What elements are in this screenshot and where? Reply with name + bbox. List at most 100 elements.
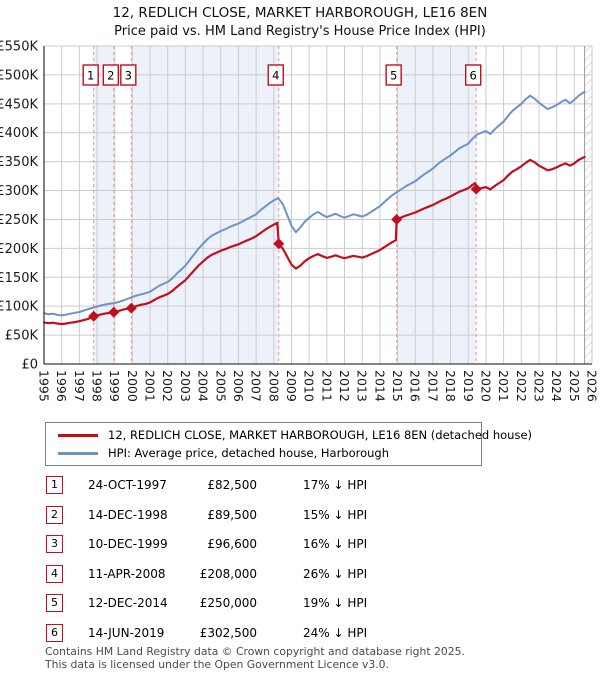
sale-marker-diamond	[125, 302, 137, 314]
sale-date: 12-DEC-2014	[88, 596, 168, 610]
sale-vs-hpi: 17% ↓ HPI	[303, 478, 368, 492]
x-tick-label: 2001	[143, 370, 158, 402]
sale-number-badge: 6	[46, 623, 63, 642]
sale-vs-hpi: 16% ↓ HPI	[303, 537, 368, 551]
x-tick-label: 2000	[125, 370, 140, 402]
x-tick-label: 2009	[284, 370, 299, 402]
sale-number-badge: 5	[46, 594, 63, 612]
x-tick-label: 2010	[302, 370, 317, 402]
x-tick-label: 2023	[531, 370, 546, 402]
sale-number-box	[102, 64, 120, 86]
sale-number-badge: 1	[46, 476, 63, 494]
table-row: 6 14-JUN-2019 £302,500 24% ↓ HPI	[46, 623, 586, 654]
sale-date: 14-JUN-2019	[88, 625, 165, 640]
x-tick-label: 2014	[372, 370, 387, 402]
sale-vs-hpi: 24% ↓ HPI	[303, 625, 368, 640]
x-tick-label: 2025	[567, 370, 582, 402]
sale-number-label: 5	[390, 69, 397, 83]
sale-number-box	[385, 64, 402, 86]
sale-price: £250,000	[199, 596, 257, 610]
table-row: 3 10-DEC-1999 £96,600 16% ↓ HPI	[46, 535, 586, 565]
footer-line-2: This data is licensed under the Open Gov…	[45, 657, 389, 671]
sale-price: £89,500	[207, 507, 257, 522]
x-tick-label: 2015	[390, 370, 405, 402]
y-tick-label: £500K	[0, 68, 38, 83]
x-tick-label: 2005	[213, 370, 228, 402]
x-tick-label: 2011	[319, 370, 334, 402]
hpi-line	[43, 90, 586, 317]
table-row: 2 14-DEC-1998 £89,500 15% ↓ HPI	[46, 505, 586, 536]
red-line-swatch	[58, 433, 98, 437]
legend: 12, REDLICH CLOSE, MARKET HARBOROUGH, LE…	[45, 422, 532, 466]
legend-hpi-label: HPI: Average price, detached house, Harb…	[108, 446, 390, 460]
chart-title: 12, REDLICH CLOSE, MARKET HARBOROUGH, LE…	[113, 5, 488, 21]
sale-vs-hpi: 15% ↓ HPI	[303, 507, 368, 522]
x-tick-label: 2002	[160, 370, 175, 402]
x-tick-label: 1999	[107, 370, 122, 402]
x-tick-label: 1995	[37, 370, 52, 402]
sales-table: 1 24-OCT-1997 £82,500 17% ↓ HPI 2 14-DEC…	[46, 476, 586, 653]
table-row: 4 11-APR-2008 £208,000 26% ↓ HPI	[46, 564, 586, 595]
x-tick-label: 2003	[178, 370, 193, 402]
x-tick-label: 1998	[90, 370, 105, 402]
x-tick-label: 2026	[585, 370, 600, 402]
ownership-band	[93, 46, 114, 364]
legend-item-property: 12, REDLICH CLOSE, MARKET HARBOROUGH, LE…	[58, 428, 532, 442]
y-tick-label: £100K	[0, 300, 38, 315]
y-tick-label: £550K	[0, 40, 38, 55]
y-tick-label: £200K	[0, 242, 38, 257]
sale-price: £208,000	[199, 566, 257, 581]
sale-date: 10-DEC-1999	[88, 537, 168, 551]
x-tick-label: 2017	[425, 370, 440, 402]
price-chart: 1 2 3 4 5 6 £0 £50K £100K £150K £200K £250K £300K £35…	[0, 5, 600, 402]
y-tick-label: £150K	[0, 271, 38, 286]
y-tick-label: £250K	[0, 213, 38, 228]
x-tick-label: 2004	[196, 370, 211, 402]
sale-date: 14-DEC-1998	[88, 507, 168, 522]
plot-area: 1 2 3 4 5 6 £0 £50K £100K £150K £200K £250K £300K £35…	[0, 40, 600, 402]
x-tick-label: 2012	[337, 370, 352, 402]
y-tick-label: £300K	[0, 184, 38, 199]
sale-date: 24-OCT-1997	[88, 478, 167, 492]
legend-property-label: 12, REDLICH CLOSE, MARKET HARBOROUGH, LE…	[108, 428, 533, 442]
legend-item-hpi: HPI: Average price, detached house, Harb…	[58, 446, 473, 460]
footer-line-1: Contains HM Land Registry data © Crown c…	[45, 645, 465, 658]
copyright-footer: Contains HM Land Registry data © Crown c…	[45, 645, 465, 672]
price-paid-line	[42, 155, 586, 326]
sale-number-box	[120, 64, 137, 86]
x-tick-label: 2020	[478, 370, 493, 402]
sale-number-box	[82, 64, 99, 86]
sale-number-label: 1	[87, 69, 94, 83]
x-tick-label: 1996	[54, 370, 69, 402]
x-tick-label: 2006	[231, 370, 246, 402]
y-tick-label: £350K	[0, 155, 38, 170]
x-tick-label: 2024	[549, 370, 564, 402]
sale-marker-diamond	[273, 238, 285, 250]
ownership-band	[131, 46, 279, 364]
x-tick-label: 2021	[496, 370, 511, 402]
x-tick-label: 2019	[461, 370, 476, 402]
sale-number-badge: 3	[46, 535, 63, 553]
sale-marker-diamond	[470, 183, 482, 195]
chart-subtitle: Price paid vs. HM Land Registry's House …	[114, 24, 486, 39]
sale-number-box	[465, 64, 482, 86]
table-row: 1 24-OCT-1997 £82,500 17% ↓ HPI	[46, 476, 586, 506]
sale-marker-diamond	[88, 310, 100, 322]
x-tick-label: 2018	[443, 370, 458, 402]
ownership-band	[396, 46, 477, 364]
x-tick-label: 2022	[514, 370, 529, 402]
sale-price: £82,500	[207, 478, 257, 492]
x-tick-label: 2008	[266, 370, 281, 402]
sale-vs-hpi: 26% ↓ HPI	[303, 566, 368, 581]
y-tick-label: £450K	[0, 97, 38, 112]
sale-vs-hpi: 19% ↓ HPI	[303, 596, 368, 610]
sale-date: 11-APR-2008	[88, 566, 166, 581]
sale-marker-diamond	[108, 306, 120, 318]
table-row: 5 12-DEC-2014 £250,000 19% ↓ HPI	[46, 594, 586, 624]
sale-number-label: 3	[125, 69, 132, 83]
blue-line-swatch	[58, 451, 98, 455]
x-tick-label: 2013	[355, 370, 370, 402]
y-tick-label: £50K	[5, 329, 39, 344]
sale-number-box	[267, 64, 284, 86]
